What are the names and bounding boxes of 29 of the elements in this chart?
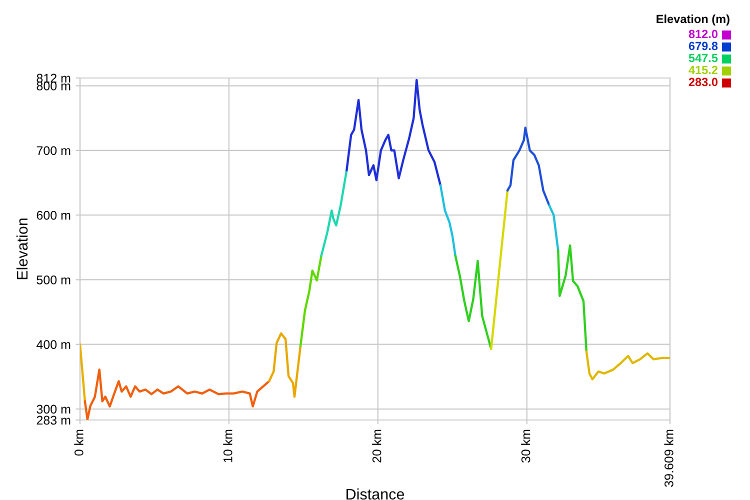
color-bar-label: 283.0 [688, 78, 718, 86]
y-tick-label: 400 m [36, 340, 70, 350]
line-series [585, 350, 670, 380]
line-series [506, 126, 550, 206]
y-tick-label: 283 m [36, 416, 70, 425]
line-series [268, 332, 302, 398]
line-series [299, 254, 322, 348]
line-series [454, 254, 492, 350]
x-tick-label: 20 km [372, 430, 382, 462]
x-tick-label: 39.609 km [664, 430, 674, 487]
color-bar-title: Elevation (m) [656, 14, 730, 26]
color-bar-label: 679.8 [688, 42, 718, 50]
y-tick-label: 300 m [36, 404, 70, 414]
line-series [439, 184, 456, 257]
x-tick-label: 10 km [223, 430, 232, 462]
color-bar-label: 547.5 [688, 54, 718, 62]
line-series [320, 169, 348, 257]
x-tick-label: 0 km [74, 430, 84, 456]
x-axis-title: Distance [346, 488, 404, 500]
y-tick-label: 500 m [36, 276, 70, 284]
y-tick-label: 700 m [36, 146, 70, 156]
color-bar-label: 812.0 [688, 30, 718, 38]
line-series [346, 78, 442, 186]
color-bar-label: 415.2 [688, 66, 718, 74]
line-series [557, 244, 588, 353]
y-tick-label: 600 m [36, 210, 70, 220]
line-series [84, 368, 270, 420]
x-tick-label: 30 km [521, 430, 530, 463]
y-axis-title: Elevation [16, 218, 28, 280]
